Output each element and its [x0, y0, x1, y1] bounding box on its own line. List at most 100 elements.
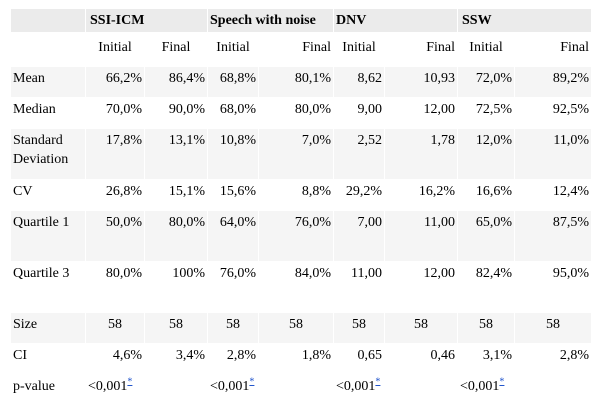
row-label: Standard Deviation [11, 129, 85, 179]
data-cell: 58 [86, 313, 144, 343]
subheader-final: Final [560, 40, 590, 55]
data-cell: 7,0% [259, 129, 334, 179]
group-header-row: SSI-ICM Speech with noise DNV SSW [11, 9, 592, 32]
data-cell: 3,1% [482, 348, 513, 363]
table-row: CI 4,6% 3,4% 2,8% 1,8% 0,65 0,46 3,1% 2,8% [11, 344, 591, 374]
data-cell: 58 [208, 313, 258, 343]
data-cell: 76,0% [219, 266, 256, 281]
table-row: CV 26,8% 15,1% 15,6% 8,8% 29,2% 16,2% 16,6% 12,4… [11, 180, 591, 210]
table-row: Size 58 58 58 58 58 58 58 58 [11, 313, 592, 343]
data-cell: 58 [145, 313, 207, 343]
table-body: Mean 66,2% 86,4% 68,8% 80,1% 8,62 10,93 72,0% 89… [11, 67, 592, 374]
footnote-link[interactable]: * [249, 376, 255, 388]
data-cell: 89,2% [515, 67, 592, 97]
data-cell: 70,0% [105, 102, 142, 117]
corner-cell [11, 9, 85, 32]
data-cell: 16,2% [418, 184, 456, 199]
group-header-dnv: DNV [334, 9, 458, 32]
table-row: Standard Deviation 17,8% 13,1% 10,8% 7,0% 2,5… [11, 129, 592, 179]
data-cell: 29,2% [345, 184, 383, 199]
data-cell: 90,0% [168, 102, 205, 117]
subheader-initial: Initial [342, 40, 376, 55]
subheader-initial: Initial [216, 40, 250, 55]
group-header-ssw: SSW [458, 9, 592, 32]
data-cell: 82,4% [475, 266, 513, 281]
data-cell: 65,0% [458, 211, 515, 261]
data-cell: 10,8% [208, 129, 258, 179]
data-cell: 1,8% [301, 348, 332, 363]
group-header-speech-noise: Speech with noise [208, 9, 334, 32]
data-cell: 84,0% [294, 266, 332, 281]
data-cell: 12,0% [458, 129, 515, 179]
data-cell: 0,46 [430, 348, 456, 363]
row-label: CI [13, 348, 27, 363]
subheader-initial: Initial [98, 40, 132, 55]
data-cell: 80,1% [259, 67, 334, 97]
data-cell: 80,0% [145, 211, 207, 261]
data-cell: 87,5% [515, 211, 592, 261]
data-cell: 58 [515, 313, 592, 343]
data-cell: 12,4% [552, 184, 590, 199]
data-cell: 15,6% [219, 184, 256, 199]
data-cell: 95,0% [552, 266, 590, 281]
group-header-ssi-icm: SSI-ICM [86, 9, 207, 32]
data-cell: 13,1% [145, 129, 207, 179]
footnote-link[interactable]: * [127, 376, 133, 388]
subheader-final: Final [302, 40, 332, 55]
pvalue-cell: <0,001* [88, 376, 133, 394]
data-cell: 12,00 [423, 266, 456, 281]
data-cell: 68,8% [208, 67, 258, 97]
data-cell: 2,8% [226, 348, 256, 363]
table-row: Median 70,0% 90,0% 68,0% 80,0% 9,00 12,00 72,5%… [11, 98, 591, 128]
data-cell: 11,0% [515, 129, 592, 179]
data-cell: 3,4% [175, 348, 205, 363]
data-cell: 72,0% [458, 67, 515, 97]
row-label: Size [11, 313, 85, 343]
statistics-table: SSI-ICM Speech with noise DNV SSW Initia… [10, 8, 592, 399]
data-cell: 2,8% [559, 348, 590, 363]
pvalue-row: p-value <0,001* <0,001* <0,001* <0,001* [11, 375, 591, 398]
table-row: Quartile 1 50,0% 80,0% 64,0% 76,0% 7,00 11,00 6… [11, 211, 592, 261]
data-cell: 86,4% [145, 67, 207, 97]
row-label: Median [13, 102, 56, 117]
row-label: Quartile 3 [13, 266, 70, 281]
data-cell: 66,2% [86, 67, 144, 97]
data-cell: 68,0% [219, 102, 256, 117]
data-cell: 58 [259, 313, 334, 343]
data-cell: 11,00 [385, 211, 458, 261]
data-cell: 16,6% [475, 184, 513, 199]
data-cell: 80,0% [294, 102, 332, 117]
data-cell: 2,52 [334, 129, 385, 179]
data-cell: 12,00 [423, 102, 456, 117]
data-cell: 7,00 [334, 211, 385, 261]
pvalue-cell: <0,001* [336, 376, 381, 394]
footnote-link[interactable]: * [375, 376, 381, 388]
data-cell: 64,0% [208, 211, 258, 261]
data-cell: 11,00 [351, 266, 383, 281]
data-cell: 58 [458, 313, 515, 343]
row-label: Mean [11, 67, 85, 97]
subheader-final: Final [161, 40, 191, 55]
footnote-link[interactable]: * [499, 376, 505, 388]
data-cell: 8,62 [334, 67, 385, 97]
row-label: p-value [13, 379, 55, 394]
data-cell: 15,1% [168, 184, 205, 199]
data-cell: 72,5% [475, 102, 513, 117]
data-cell: 9,00 [357, 102, 383, 117]
pvalue-cell: <0,001* [210, 376, 255, 394]
data-cell: 1,78 [385, 129, 458, 179]
data-cell: 58 [385, 313, 458, 343]
data-cell: 76,0% [259, 211, 334, 261]
data-cell: 8,8% [301, 184, 332, 199]
data-cell: 26,8% [105, 184, 142, 199]
subheader-final: Final [426, 40, 456, 55]
row-label: Quartile 1 [11, 211, 85, 261]
row-label: CV [13, 184, 33, 199]
subheader-row: Initial Final Initial Final Initial Fina… [11, 33, 591, 66]
data-cell: 50,0% [86, 211, 144, 261]
data-cell: 17,8% [86, 129, 144, 179]
data-cell: 92,5% [552, 102, 590, 117]
table-row: Mean 66,2% 86,4% 68,8% 80,1% 8,62 10,93 72,0% 89… [11, 67, 592, 97]
data-cell: 58 [334, 313, 385, 343]
